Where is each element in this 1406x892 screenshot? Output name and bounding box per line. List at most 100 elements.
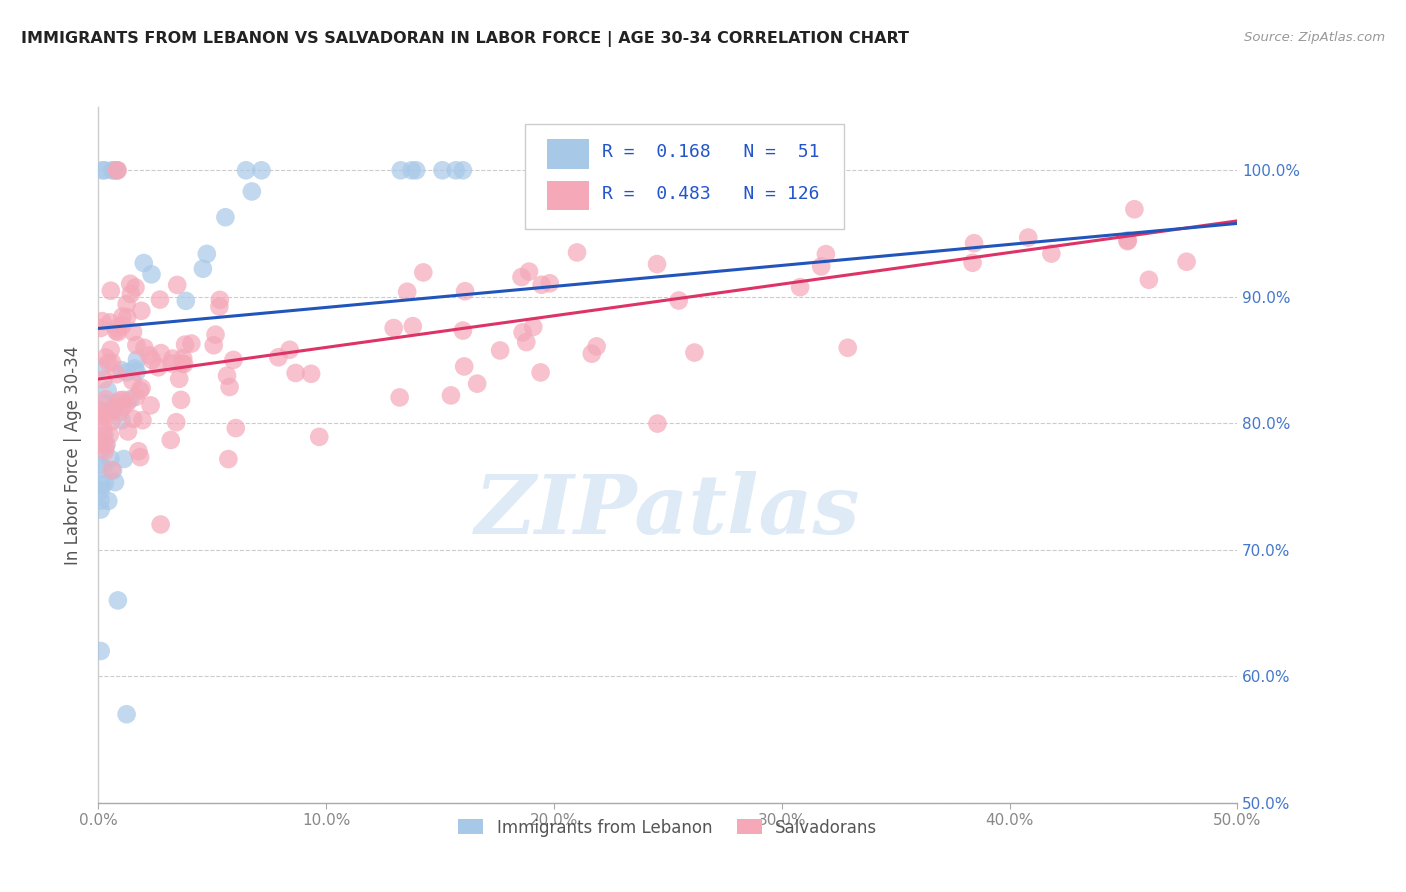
- Point: [250, 163, 273, 178]
- Point: [1137, 273, 1160, 287]
- Point: [110, 413, 132, 427]
- Point: [1040, 246, 1063, 260]
- Point: [112, 392, 135, 407]
- Point: [117, 425, 139, 439]
- FancyBboxPatch shape: [526, 124, 845, 229]
- Text: R =  0.483   N = 126: R = 0.483 N = 126: [602, 185, 820, 203]
- FancyBboxPatch shape: [547, 181, 589, 211]
- Point: [108, 405, 131, 419]
- Point: [100, 415, 122, 429]
- Point: [94, 444, 117, 458]
- Point: [100, 284, 122, 298]
- Point: [1116, 233, 1139, 247]
- Point: [112, 452, 135, 467]
- Point: [90, 403, 112, 417]
- Point: [489, 343, 512, 358]
- Point: [103, 163, 125, 178]
- Point: [465, 376, 488, 391]
- Point: [1175, 254, 1198, 268]
- Point: [104, 475, 127, 490]
- Point: [1116, 234, 1139, 248]
- FancyBboxPatch shape: [547, 139, 589, 169]
- Point: [98, 315, 121, 329]
- Point: [180, 336, 202, 351]
- Point: [105, 321, 128, 335]
- Point: [91, 163, 114, 178]
- Point: [165, 415, 187, 429]
- Point: [100, 343, 122, 357]
- Point: [93, 372, 115, 386]
- Point: [581, 347, 603, 361]
- Point: [529, 366, 551, 380]
- Point: [90, 493, 112, 508]
- Point: [214, 211, 236, 225]
- Point: [115, 396, 138, 410]
- Point: [93, 428, 115, 442]
- Point: [149, 293, 172, 307]
- Point: [401, 163, 423, 178]
- Point: [94, 439, 117, 453]
- Point: [124, 361, 146, 376]
- Point: [129, 450, 152, 464]
- Point: [215, 368, 238, 383]
- Point: [308, 430, 330, 444]
- Point: [91, 421, 114, 435]
- Point: [122, 325, 145, 339]
- Point: [129, 384, 152, 398]
- Point: [101, 355, 124, 369]
- Point: [131, 413, 153, 427]
- Point: [103, 401, 125, 415]
- Point: [166, 277, 188, 292]
- Legend: Immigrants from Lebanon, Salvadorans: Immigrants from Lebanon, Salvadorans: [451, 812, 884, 843]
- Point: [202, 338, 225, 352]
- Point: [112, 400, 135, 414]
- Point: [160, 356, 183, 370]
- Point: [101, 163, 124, 178]
- Point: [162, 351, 184, 366]
- Point: [118, 392, 141, 407]
- Point: [453, 359, 475, 374]
- Point: [93, 476, 115, 491]
- Point: [299, 367, 322, 381]
- Point: [94, 396, 117, 410]
- Point: [97, 356, 120, 370]
- Point: [217, 452, 239, 467]
- Point: [235, 163, 257, 178]
- Point: [208, 293, 231, 307]
- Point: [382, 321, 405, 335]
- Point: [1017, 230, 1039, 244]
- Point: [159, 433, 181, 447]
- Point: [94, 351, 117, 365]
- Point: [451, 163, 474, 178]
- Point: [90, 477, 112, 491]
- Point: [240, 185, 263, 199]
- Point: [107, 395, 129, 409]
- Point: [510, 270, 533, 285]
- Point: [105, 163, 128, 178]
- Point: [402, 319, 425, 334]
- Point: [668, 293, 690, 308]
- Point: [454, 284, 477, 298]
- Point: [412, 265, 434, 279]
- Point: [90, 502, 112, 516]
- Point: [173, 357, 195, 371]
- Point: [278, 343, 301, 357]
- Point: [444, 163, 467, 178]
- Point: [101, 463, 124, 477]
- Point: [91, 314, 114, 328]
- Point: [517, 264, 540, 278]
- Point: [122, 412, 145, 426]
- Point: [90, 483, 112, 498]
- Point: [170, 392, 193, 407]
- Point: [167, 372, 190, 386]
- Point: [131, 381, 153, 395]
- Point: [107, 325, 129, 339]
- Point: [565, 245, 588, 260]
- Point: [129, 303, 152, 318]
- Point: [93, 409, 115, 424]
- Point: [1123, 202, 1146, 217]
- Point: [522, 320, 544, 334]
- Point: [440, 388, 463, 402]
- Point: [115, 707, 138, 722]
- Point: [139, 398, 162, 412]
